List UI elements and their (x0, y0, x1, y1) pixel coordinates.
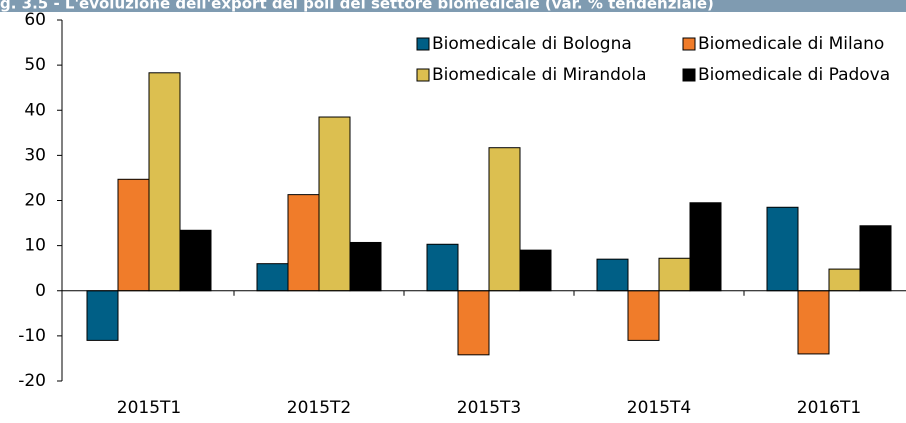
chart-title: g. 3.5 - L'evoluzione dell'export dei po… (0, 0, 714, 13)
bar (519, 249, 552, 292)
legend-swatch (416, 68, 430, 82)
x-tick-label: 2015T1 (117, 398, 181, 418)
bar (859, 225, 892, 292)
bar (689, 202, 722, 292)
bar (797, 290, 830, 355)
y-tick-label: 50 (24, 55, 46, 75)
y-tick-label: -20 (18, 371, 46, 391)
x-tick-label: 2016T1 (797, 398, 861, 418)
bar (86, 290, 119, 341)
bar (117, 178, 150, 292)
bar (457, 290, 490, 356)
y-tick-label: 10 (24, 236, 46, 256)
x-tick-label: 2015T3 (457, 398, 521, 418)
bar (349, 241, 382, 292)
bar (256, 263, 289, 292)
x-tick-label: 2015T4 (627, 398, 691, 418)
y-tick-label: 30 (24, 145, 46, 165)
bar (287, 194, 320, 292)
bar (658, 257, 691, 292)
legend-label: Biomedicale di Mirandola (432, 65, 647, 85)
y-tick-label: 0 (35, 281, 46, 301)
legend-label: Biomedicale di Milano (698, 34, 884, 54)
title-banner (0, 0, 906, 12)
legend-label: Biomedicale di Bologna (432, 34, 632, 54)
legend-swatch (416, 37, 430, 51)
bar (596, 258, 629, 292)
x-tick-label: 2015T2 (287, 398, 351, 418)
legend-swatch (682, 68, 696, 82)
bar (828, 268, 861, 292)
bar (179, 229, 212, 292)
bar (488, 147, 521, 292)
bar (426, 243, 459, 292)
bar (627, 290, 660, 341)
legend-label: Biomedicale di Padova (698, 65, 890, 85)
bar (766, 206, 799, 292)
y-tick-label: 60 (24, 10, 46, 30)
bar (318, 116, 351, 292)
bar (148, 72, 181, 292)
y-tick-label: 40 (24, 100, 46, 120)
y-tick-label: -10 (18, 326, 46, 346)
y-tick-label: 20 (24, 191, 46, 211)
legend-swatch (682, 37, 696, 51)
